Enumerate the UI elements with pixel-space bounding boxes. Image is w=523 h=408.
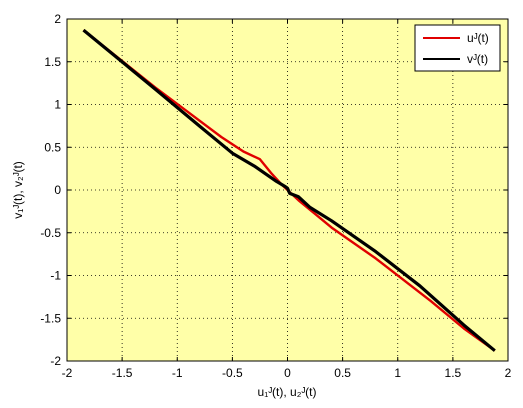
x-tick-label: -2 (62, 366, 73, 380)
y-tick-label: 0 (54, 183, 61, 197)
legend-label-v: vᴶ(t) (467, 52, 488, 66)
y-tick-label: 0.5 (44, 140, 61, 154)
y-tick-label: -1.5 (40, 311, 61, 325)
y-axis-label: v₁ᴶ(t), v₂ᴶ(t) (11, 161, 25, 219)
x-tick-label: -1 (172, 366, 183, 380)
y-tick-label: 1.5 (44, 55, 61, 69)
y-tick-label: -1 (50, 269, 61, 283)
y-axis-ticks: -2 -1.5 -1 -0.5 0 0.5 1 1.5 2 (40, 12, 508, 368)
x-tick-label: 0 (284, 366, 291, 380)
x-tick-label: 0.5 (334, 366, 351, 380)
y-tick-label: 1 (54, 98, 61, 112)
series-line-1 (82, 28, 496, 352)
x-axis-ticks: -2 -1.5 -1 -0.5 0 0.5 1 1.5 2 (62, 19, 512, 380)
x-tick-label: 1.5 (445, 366, 462, 380)
legend-box (414, 24, 501, 72)
y-tick-label: -2 (50, 354, 61, 368)
legend: uᴶ(t) vᴶ(t) (414, 24, 501, 72)
x-tick-label: 1 (394, 366, 401, 380)
y-tick-label: -0.5 (40, 226, 61, 240)
x-axis-label: u₁ᴶ(t), u₂ᴶ(t) (258, 385, 317, 399)
series-layer (82, 28, 496, 352)
x-tick-label: 2 (505, 366, 512, 380)
y-tick-label: 2 (54, 12, 61, 26)
x-tick-label: -1.5 (112, 366, 133, 380)
legend-label-u: uᴶ(t) (467, 31, 489, 45)
x-tick-label: -0.5 (222, 366, 243, 380)
